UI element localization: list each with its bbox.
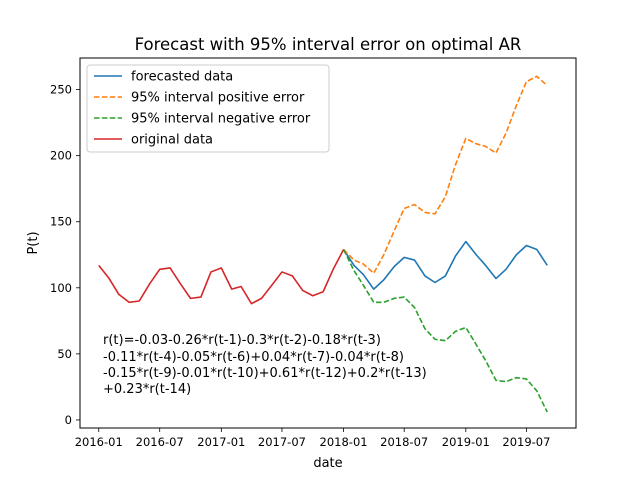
series-layer (98, 75, 548, 413)
series-line-4 (98, 249, 345, 305)
series-line-3 (342, 249, 548, 413)
y-tick-label: 100 (50, 281, 72, 295)
y-axis-label: P(t) (26, 231, 41, 254)
x-tick-label: 2016-07 (136, 435, 184, 449)
y-tick-label: 200 (50, 149, 72, 163)
y-tick-label: 250 (50, 83, 72, 97)
equation-line-4: +0.23*r(t-14) (103, 382, 191, 397)
y-tick-label: 150 (50, 215, 72, 229)
x-tick-label: 2018-01 (320, 435, 368, 449)
equation-line-1: r(t)=-0.03-0.26*r(t-1)-0.3*r(t-2)-0.18*r… (103, 333, 381, 348)
x-tick-label: 2018-07 (380, 435, 428, 449)
legend-label-1: forecasted data (131, 70, 233, 85)
y-tick-label: 0 (65, 413, 72, 427)
legend-label-2: 95% interval positive error (131, 91, 305, 106)
x-tick-label: 2016-01 (75, 435, 123, 449)
x-axis-label: date (313, 456, 342, 471)
model-equation-annotation: r(t)=-0.03-0.26*r(t-1)-0.3*r(t-2)-0.18*r… (103, 333, 427, 397)
legend-label-4: original data (131, 133, 213, 148)
legend-label-3: 95% interval negative error (131, 112, 311, 127)
chart-title: Forecast with 95% interval error on opti… (135, 35, 522, 54)
axes-frame (79, 57, 577, 429)
y-tick-label: 50 (57, 347, 72, 361)
series-line-1 (342, 240, 548, 290)
equation-line-2: -0.11*r(t-4)-0.05*r(t-6)+0.04*r(t-7)-0.0… (103, 350, 404, 365)
x-tick-label: 2019-01 (442, 435, 490, 449)
x-axis: 2016-01 2016-07 2017-01 2017-07 2018-01 2018-… (75, 428, 550, 449)
legend: forecasted data 95% interval positive err… (86, 64, 330, 153)
y-axis: 0 50 100 150 200 250 (50, 83, 80, 427)
equation-line-3: -0.15*r(t-9)-0.01*r(t-10)+0.61*r(t-12)+0… (103, 366, 427, 381)
x-tick-label: 2019-07 (502, 435, 550, 449)
x-tick-label: 2017-01 (197, 435, 245, 449)
legend-box (86, 64, 330, 153)
series-line-2 (342, 75, 548, 275)
x-tick-label: 2017-07 (258, 435, 306, 449)
plot-area (79, 57, 577, 429)
